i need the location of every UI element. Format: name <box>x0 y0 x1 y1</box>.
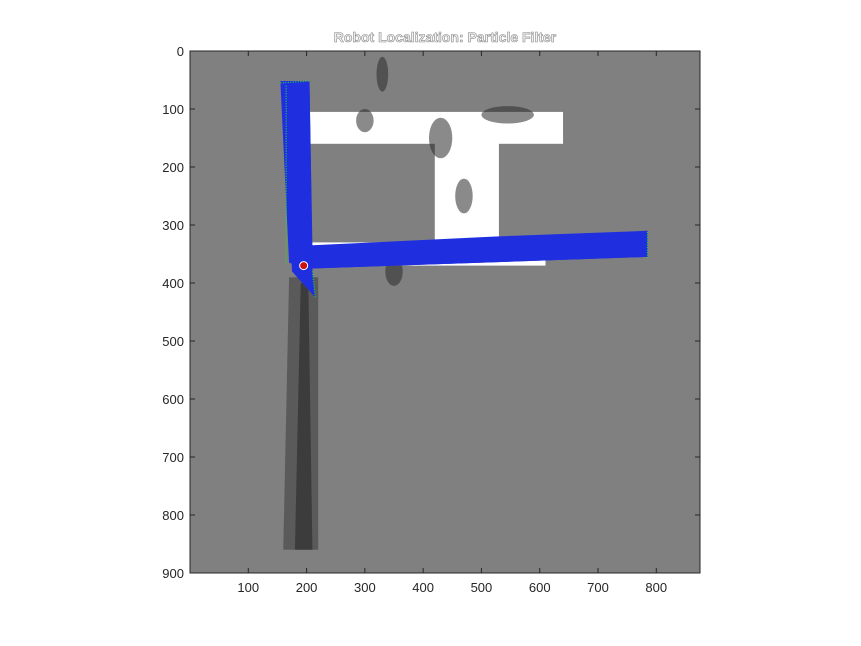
y-tick-label: 200 <box>162 160 184 175</box>
x-tick-label: 400 <box>412 580 434 595</box>
x-tick-label: 700 <box>587 580 609 595</box>
y-tick-label: 0 <box>177 44 184 59</box>
obstacle-shading <box>455 178 473 214</box>
axes-frame <box>189 50 701 574</box>
y-tick-label: 600 <box>162 392 184 407</box>
y-tick-label: 100 <box>162 102 184 117</box>
robot-marker <box>299 261 309 271</box>
scan-endpoints <box>311 271 316 298</box>
y-tick-label: 400 <box>162 276 184 291</box>
y-tick-label: 300 <box>162 218 184 233</box>
scan-beam <box>283 81 648 298</box>
occupancy-map <box>280 56 649 550</box>
obstacle-shading <box>376 56 389 92</box>
x-tick-label: 800 <box>645 580 667 595</box>
y-tick-label: 800 <box>162 508 184 523</box>
y-tick-label: 900 <box>162 566 184 581</box>
x-tick-label: 200 <box>296 580 318 595</box>
obstacle-shading <box>428 117 453 159</box>
obstacle-shading <box>481 106 534 124</box>
x-tick-label: 100 <box>237 580 259 595</box>
x-tick-label: 600 <box>529 580 551 595</box>
chart-title: Robot Localization: Particle Filter <box>334 29 557 45</box>
shadow-cone-core <box>294 283 313 550</box>
y-tick-label: 700 <box>162 450 184 465</box>
x-tick-label: 500 <box>471 580 493 595</box>
x-axis: 100 200 300 400 500 600 700 800 <box>237 51 667 595</box>
x-tick-label: 300 <box>354 580 376 595</box>
y-tick-label: 500 <box>162 334 184 349</box>
y-axis: 0 100 200 300 400 500 600 700 800 900 <box>162 44 700 581</box>
obstacle-shading <box>356 109 374 133</box>
